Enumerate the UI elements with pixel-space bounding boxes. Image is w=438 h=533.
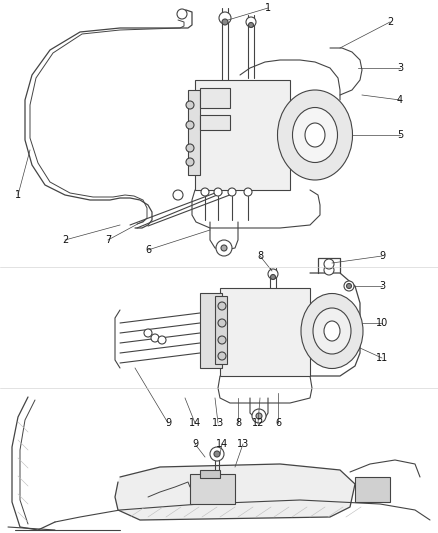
Text: 4: 4 xyxy=(397,95,403,105)
Polygon shape xyxy=(115,464,355,520)
Circle shape xyxy=(214,188,222,196)
Text: 9: 9 xyxy=(165,418,171,428)
Circle shape xyxy=(210,447,224,461)
Circle shape xyxy=(271,274,276,279)
Bar xyxy=(200,115,230,130)
Bar xyxy=(190,474,235,504)
Circle shape xyxy=(221,245,227,251)
Circle shape xyxy=(177,9,187,19)
Circle shape xyxy=(252,409,266,423)
Bar xyxy=(355,477,390,502)
Circle shape xyxy=(186,121,194,129)
Circle shape xyxy=(151,334,159,342)
Ellipse shape xyxy=(278,90,353,180)
Circle shape xyxy=(144,329,152,337)
Bar xyxy=(215,296,227,364)
Circle shape xyxy=(218,302,226,310)
Text: 3: 3 xyxy=(397,63,403,73)
Circle shape xyxy=(219,12,231,24)
Circle shape xyxy=(244,188,252,196)
Circle shape xyxy=(218,319,226,327)
Bar xyxy=(188,90,200,175)
Circle shape xyxy=(186,101,194,109)
Text: 11: 11 xyxy=(376,353,388,363)
Text: 2: 2 xyxy=(62,235,68,245)
Circle shape xyxy=(344,281,354,291)
Circle shape xyxy=(324,265,334,275)
Text: 8: 8 xyxy=(257,251,263,261)
Circle shape xyxy=(222,19,228,25)
Text: 14: 14 xyxy=(189,418,201,428)
Text: 14: 14 xyxy=(216,439,228,449)
Circle shape xyxy=(218,352,226,360)
Text: 12: 12 xyxy=(252,418,264,428)
Text: 13: 13 xyxy=(237,439,249,449)
Text: 1: 1 xyxy=(15,190,21,200)
Circle shape xyxy=(216,240,232,256)
Circle shape xyxy=(246,17,256,27)
Text: 9: 9 xyxy=(379,251,385,261)
Circle shape xyxy=(346,284,352,288)
Circle shape xyxy=(201,188,209,196)
Circle shape xyxy=(186,144,194,152)
Circle shape xyxy=(214,451,220,457)
Circle shape xyxy=(173,190,183,200)
Text: 1: 1 xyxy=(265,3,271,13)
Text: 8: 8 xyxy=(235,418,241,428)
Text: 3: 3 xyxy=(379,281,385,291)
Ellipse shape xyxy=(305,123,325,147)
Text: 2: 2 xyxy=(387,17,393,27)
Bar xyxy=(200,470,220,478)
Text: 6: 6 xyxy=(145,245,151,255)
Circle shape xyxy=(228,188,236,196)
Text: 9: 9 xyxy=(192,439,198,449)
Text: 13: 13 xyxy=(212,418,224,428)
Circle shape xyxy=(158,336,166,344)
Circle shape xyxy=(268,269,278,279)
Circle shape xyxy=(248,22,254,28)
Circle shape xyxy=(324,259,334,269)
Bar xyxy=(200,88,230,108)
Ellipse shape xyxy=(313,308,351,354)
Text: 10: 10 xyxy=(376,318,388,328)
Circle shape xyxy=(218,336,226,344)
Circle shape xyxy=(256,413,262,419)
Text: 5: 5 xyxy=(397,130,403,140)
Circle shape xyxy=(186,158,194,166)
Bar xyxy=(200,293,222,368)
Ellipse shape xyxy=(293,108,338,163)
Ellipse shape xyxy=(301,294,363,368)
Bar xyxy=(195,80,290,190)
Text: 7: 7 xyxy=(105,235,111,245)
Bar xyxy=(220,288,310,376)
Ellipse shape xyxy=(324,321,340,341)
Text: 6: 6 xyxy=(275,418,281,428)
